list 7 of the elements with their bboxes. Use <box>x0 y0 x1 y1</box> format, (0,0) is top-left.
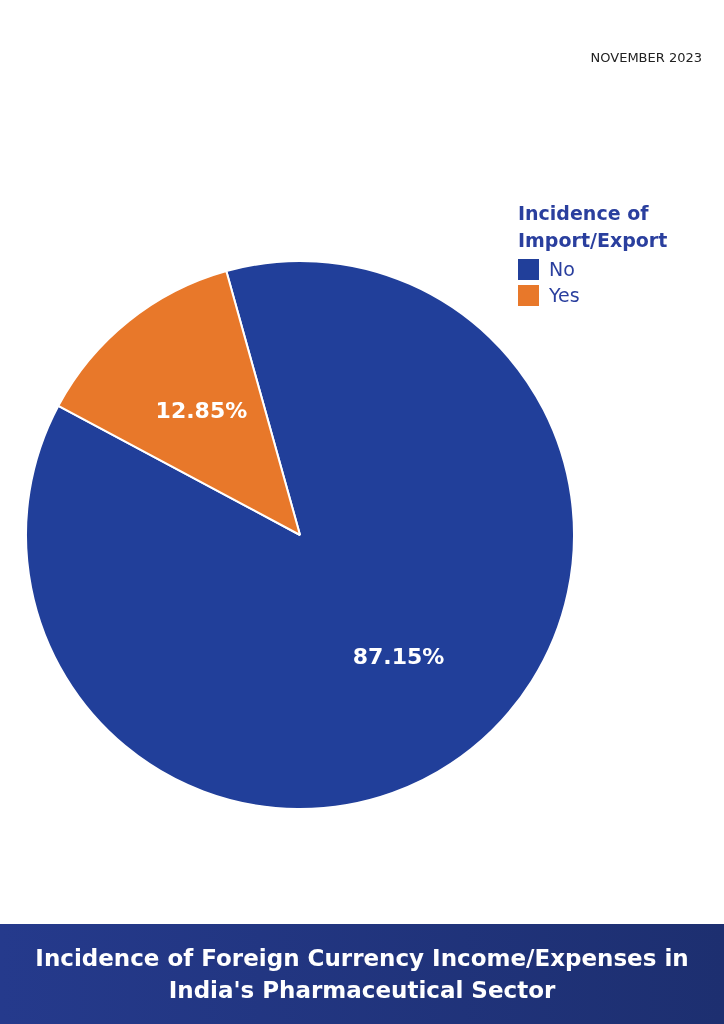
legend-label: No <box>549 258 575 280</box>
legend-title: Incidence of Import/Export <box>518 201 669 253</box>
data-label: 87.15% <box>352 643 445 669</box>
legend-label: Yes <box>549 284 580 306</box>
data-label: 12.85% <box>155 397 248 423</box>
text: Incidence of Foreign Currency Income/Expenses in India's Pharmaceutical Sector <box>0 924 724 1024</box>
text: NOVEMBER 2023 <box>590 50 702 65</box>
